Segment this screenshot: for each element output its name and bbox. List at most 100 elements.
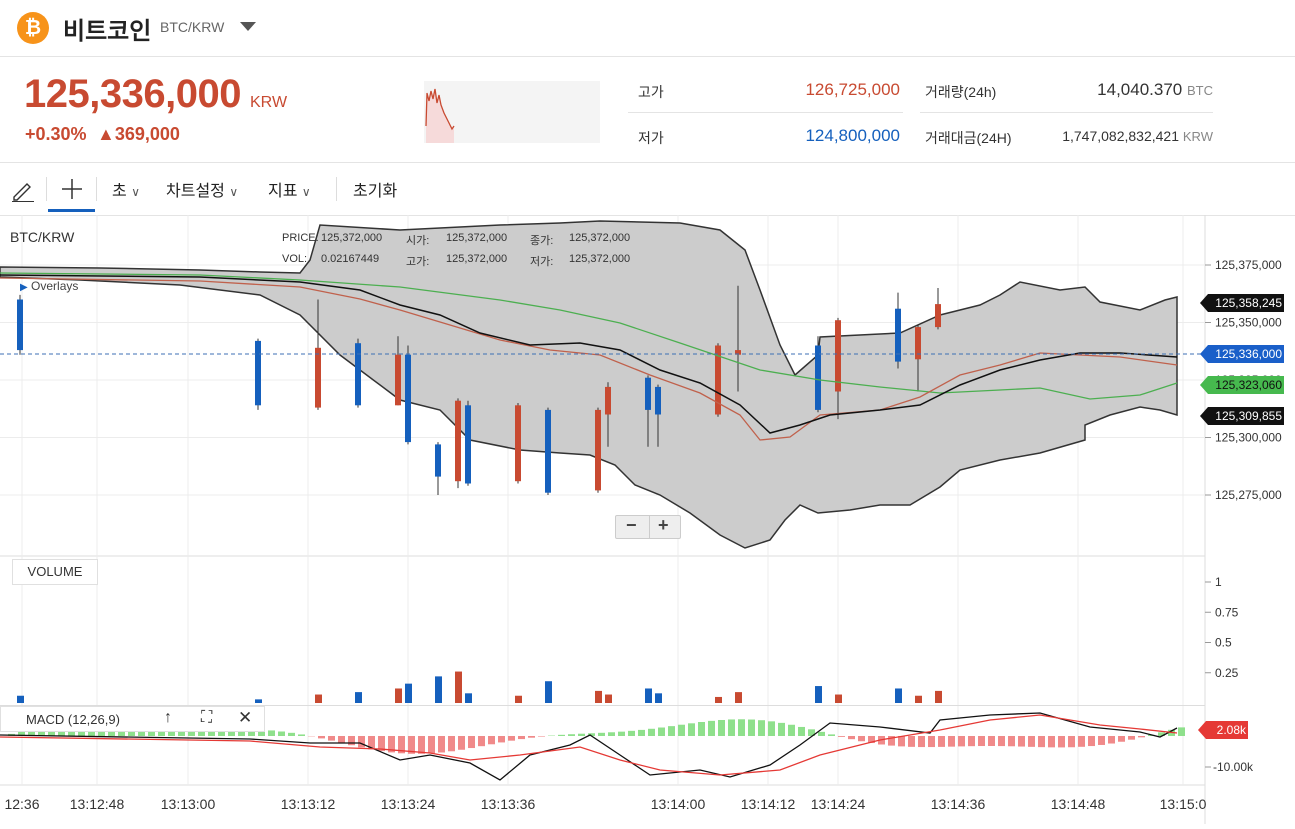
play-icon: ▶ [20,282,28,293]
macd-histogram-bar [508,736,515,741]
volume-panel-title: VOLUME [12,559,98,585]
zoom-out-button[interactable]: − [626,515,637,536]
header: ₿ 비트코인 BTC/KRW [0,0,1295,57]
time-tick-label: 13:14:12 [741,796,796,812]
macd-histogram-bar [418,736,425,754]
volume-bar [515,696,522,703]
macd-histogram-bar [1108,736,1115,744]
candle-body [17,300,23,351]
chevron-down-icon[interactable] [240,22,256,31]
price-tick-label: 125,375,000 [1215,258,1282,272]
change-amount: ▲369,000 [97,124,180,145]
volume-bar [595,691,602,703]
macd-histogram-bar [948,736,955,747]
macd-histogram-bar [958,736,965,746]
macd-histogram-bar [458,736,465,750]
macd-histogram-bar [838,736,845,737]
candle-body [455,401,461,482]
macd-histogram-bar [1038,736,1045,747]
divider [628,112,903,113]
volume-bar [735,692,742,703]
macd-value-badge: 2.08k [1198,721,1248,739]
chevron-down-icon: ∨ [229,185,238,199]
volume-unit: BTC [1187,83,1213,98]
change-percent: +0.30% [25,124,87,145]
macd-histogram-bar [818,732,825,736]
price-badge-lower: 125,309,855 [1200,407,1284,425]
indicators-dropdown[interactable]: 지표 ∨ [268,177,311,201]
macd-histogram-bar [938,736,945,747]
macd-histogram-bar [1078,736,1085,747]
volume-bar [17,696,24,703]
candle-body [515,405,521,481]
legend-high-value: 125,372,000 [446,253,507,265]
legend-vol-label: VOL: [282,253,307,265]
volume-value: 14,040.370 [1097,80,1182,99]
volume-bar [455,672,462,703]
chart-settings-dropdown[interactable]: 차트설정 ∨ [166,177,238,201]
volume-bars [17,672,942,703]
overlays-toggle[interactable]: ▶ Overlays [20,279,78,293]
time-tick-label: 13:14:24 [811,796,866,812]
legend-price-label: PRICE: [282,232,319,244]
arrow-up-icon[interactable]: ↑ [164,709,172,727]
macd-histogram-bar [908,736,915,747]
legend-close-value: 125,372,000 [569,232,630,244]
volume-bar [545,681,552,703]
legend-low-label: 저가: [530,253,553,269]
volume-bar [815,686,822,703]
mini-chart-line [424,81,600,143]
volume-tick-label: 0.5 [1215,636,1232,650]
interval-dropdown[interactable]: 초 ∨ [112,177,140,201]
macd-histogram-bar [498,736,505,742]
candle-body [595,410,601,491]
turnover-unit: KRW [1183,129,1213,144]
macd-histogram-bar [488,736,495,744]
candle-body [255,341,261,405]
macd-histogram-bar [1118,736,1125,742]
macd-histogram-bar [1088,736,1095,746]
macd-histogram-bar [478,736,485,746]
close-icon[interactable]: ✕ [238,708,252,728]
volume-bar [255,699,262,703]
volume-bar [835,695,842,703]
pencil-icon[interactable] [10,177,36,203]
legend-vol-value: 0.02167449 [321,253,379,265]
macd-histogram-bar [568,734,575,736]
macd-histogram-bar [1098,736,1105,745]
active-tool-indicator [48,209,95,212]
turnover-value: 1,747,082,832,421 [1062,128,1179,144]
crosshair-icon[interactable] [58,175,86,203]
volume-bar [355,692,362,703]
zoom-in-button[interactable]: + [658,515,669,536]
bollinger-band [0,221,1177,548]
volume-bar [315,695,322,703]
expand-icon[interactable]: ⛶ [201,709,212,727]
candle-body [355,343,361,405]
candle-body [935,304,941,327]
macd-panel-header: MACD (12,26,9) ↑ ⛶ ✕ [0,705,1205,732]
ma-price-badge: 125,323,060 [1200,376,1284,394]
volume-bar [715,697,722,703]
macd-histogram-bar [328,736,335,741]
price-tick-label: 125,350,000 [1215,316,1282,330]
volume-tick-label: 1 [1215,575,1222,589]
time-tick-label: 13:14:36 [931,796,986,812]
time-tick-label: 13:13:24 [381,796,436,812]
current-price-badge: 125,336,000 [1200,345,1284,363]
toolbar-divider [46,177,47,201]
chevron-down-icon: ∨ [302,185,311,199]
macd-histogram-bar [1028,736,1035,747]
price-tick-label: 125,300,000 [1215,431,1282,445]
macd-histogram-bar [598,733,605,736]
coin-pair: BTC/KRW [160,19,224,35]
volume-label: 거래량(24h) [925,82,996,102]
volume-bar [645,688,652,703]
reset-button[interactable]: 초기화 [353,177,397,201]
candle-body [395,355,401,406]
macd-histogram-bar [1128,736,1135,740]
macd-histogram-bar [1068,736,1075,747]
time-tick-label: 13:13:12 [281,796,336,812]
chart-area[interactable]: 125,375,000125,350,000125,325,000125,300… [0,215,1295,824]
high-label: 고가 [638,82,664,102]
